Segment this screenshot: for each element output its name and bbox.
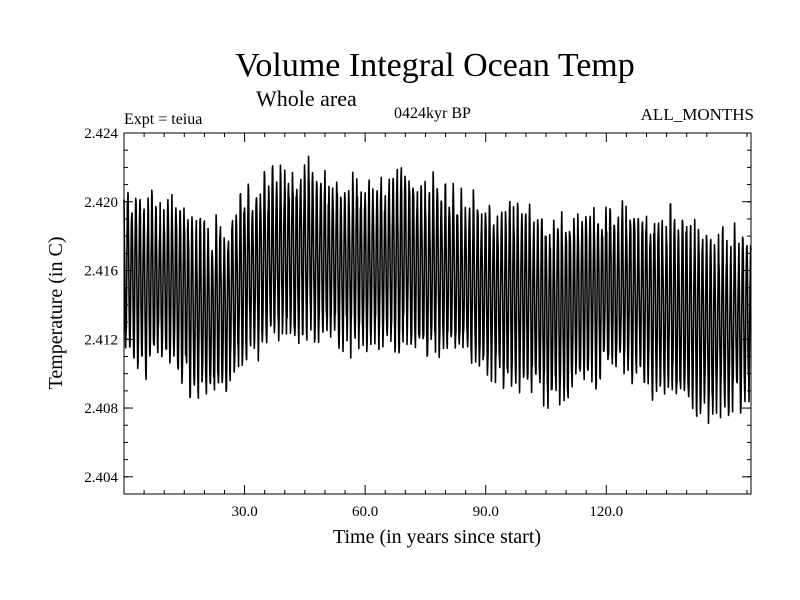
plot-frame bbox=[123, 132, 752, 495]
series-layer bbox=[123, 155, 752, 425]
y-tick-label: 2.424 bbox=[84, 126, 118, 142]
y-tick-label: 2.412 bbox=[84, 332, 118, 348]
y-tick-label: 2.416 bbox=[84, 264, 118, 280]
months-label: ALL_MONTHS bbox=[640, 105, 754, 124]
y-tick-label: 2.408 bbox=[84, 401, 118, 417]
x-tick-label: 120.0 bbox=[589, 504, 623, 520]
x-tick-label: 90.0 bbox=[473, 504, 499, 520]
period-label: 0424kyr BP bbox=[394, 105, 471, 122]
x-tick-label: 30.0 bbox=[231, 504, 257, 520]
tick-labels: 30.0 60.0 90.0 120.0 2.404 2.408 2.412 2.416 2.4… bbox=[84, 126, 623, 520]
x-tick-label: 60.0 bbox=[352, 504, 378, 520]
x-axis-title: Time (in years since start) bbox=[333, 526, 541, 548]
experiment-label: Expt = teiua bbox=[124, 111, 203, 128]
chart-title: Volume Integral Ocean Temp bbox=[235, 47, 635, 84]
y-axis-title: Temperature (in C) bbox=[45, 237, 67, 390]
chart-subtitle: Whole area bbox=[256, 86, 357, 111]
series-line bbox=[123, 155, 752, 425]
y-tick-label: 2.404 bbox=[84, 470, 118, 486]
y-tick-label: 2.420 bbox=[84, 195, 118, 211]
